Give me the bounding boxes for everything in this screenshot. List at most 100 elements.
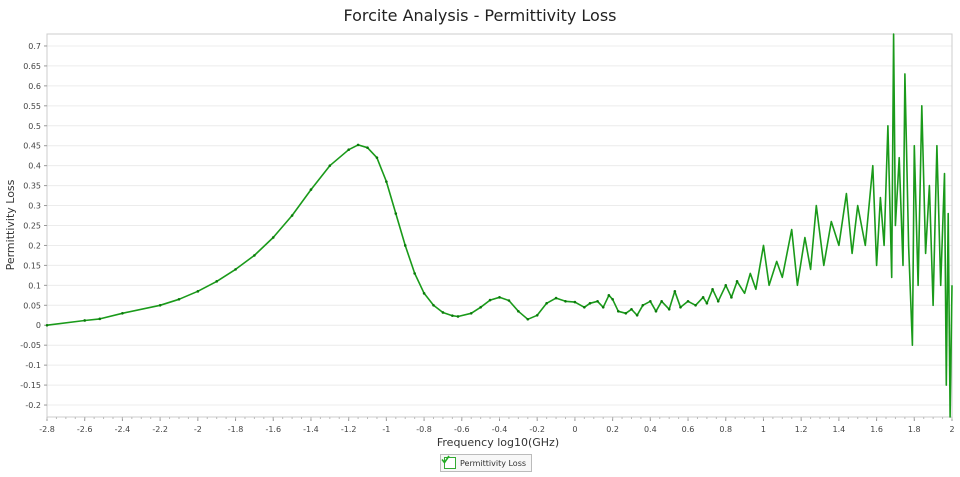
data-point [403, 244, 407, 247]
data-point [607, 294, 611, 297]
data-point [479, 305, 482, 309]
y-tick-label: 0.1 [28, 281, 41, 290]
data-point [196, 290, 200, 293]
data-point [366, 146, 369, 150]
data-point [554, 296, 558, 300]
data-point [545, 301, 548, 305]
data-point [694, 303, 697, 307]
y-tick-label: 0.65 [23, 62, 41, 71]
x-tick-label: 1 [761, 425, 766, 434]
x-tick-label: -2.6 [77, 425, 93, 434]
y-tick-label: -0.05 [20, 341, 41, 350]
data-point [649, 300, 652, 303]
data-point [616, 309, 620, 313]
checkmark-icon [441, 455, 450, 464]
data-point [701, 296, 705, 299]
data-point [711, 288, 714, 291]
data-point [730, 296, 733, 299]
x-tick-label: 1.8 [908, 425, 921, 434]
x-tick-label: 0.8 [719, 425, 732, 434]
y-tick-label: 0.2 [28, 241, 41, 250]
x-tick-label: -0.6 [454, 425, 470, 434]
data-point [596, 300, 599, 303]
data-point [624, 311, 628, 315]
data-point [98, 317, 102, 321]
data-point [654, 309, 658, 313]
data-point [451, 314, 454, 317]
data-point [630, 307, 633, 311]
y-tick-label: 0.45 [23, 142, 41, 151]
y-tick-label: 0.05 [23, 301, 41, 310]
y-tick-label: 0.7 [28, 42, 41, 51]
data-point [573, 300, 577, 304]
x-tick-label: -2 [194, 425, 202, 434]
y-tick-label: 0.55 [23, 102, 41, 111]
data-point [686, 300, 690, 303]
data-point [432, 303, 435, 307]
data-point [724, 284, 728, 287]
y-tick-label: -0.15 [20, 381, 41, 390]
data-point [413, 272, 416, 275]
data-point [309, 188, 313, 191]
y-tick-label: -0.2 [25, 401, 41, 410]
series-line [46, 33, 953, 418]
x-tick-label: 1.6 [870, 425, 883, 434]
data-point [716, 300, 720, 303]
data-point [253, 254, 256, 257]
data-point [328, 164, 332, 167]
data-point [517, 309, 520, 313]
x-tick-label: -2.8 [39, 425, 55, 434]
x-tick-label: -0.2 [529, 425, 545, 434]
data-point [588, 301, 592, 305]
x-tick-label: 0.2 [606, 425, 619, 434]
data-point [375, 156, 379, 159]
x-tick-label: -1.6 [265, 425, 281, 434]
data-point [45, 323, 49, 327]
x-axis-label: Frequency log10(GHz) [437, 436, 559, 449]
data-point [635, 313, 639, 317]
data-point [290, 214, 294, 217]
data-point [601, 305, 605, 309]
data-point [121, 311, 124, 315]
y-tick-label: 0.5 [28, 122, 41, 131]
data-point [673, 290, 677, 293]
y-tick-label: 0.15 [23, 261, 41, 270]
legend-item[interactable]: Permittivity Loss [440, 454, 533, 472]
data-point [469, 311, 473, 315]
x-tick-label: 2 [949, 425, 954, 434]
x-tick-label: 1.2 [795, 425, 808, 434]
data-point [177, 298, 181, 301]
x-tick-label: 0 [572, 425, 577, 434]
data-point [385, 180, 388, 183]
data-point [507, 299, 511, 302]
x-tick-label: 0.6 [682, 425, 695, 434]
x-tick-label: -2.2 [152, 425, 168, 434]
x-tick-label: 1.4 [833, 425, 846, 434]
x-tick-label: -2.4 [115, 425, 131, 434]
y-tick-label: 0 [36, 321, 41, 330]
x-tick-label: -0.4 [492, 425, 508, 434]
data-point [641, 303, 645, 307]
y-tick-label: 0.3 [28, 202, 41, 211]
data-point [83, 319, 87, 322]
y-tick-label: -0.1 [25, 361, 41, 370]
data-point [679, 305, 682, 309]
x-tick-label: -1.4 [303, 425, 319, 434]
legend-checkbox[interactable] [441, 455, 456, 469]
data-point [347, 148, 350, 151]
y-axis-label: Permittivity Loss [4, 179, 17, 270]
data-point [158, 303, 162, 307]
data-point [735, 280, 739, 283]
y-tick-label: 0.4 [28, 162, 41, 171]
data-point [535, 313, 539, 317]
data-point [271, 236, 275, 239]
x-tick-label: -0.8 [416, 425, 432, 434]
data-point [422, 292, 426, 295]
data-point [611, 298, 614, 301]
data-point [583, 305, 586, 309]
data-point [394, 212, 398, 215]
data-point [488, 298, 492, 302]
data-point [456, 315, 460, 318]
